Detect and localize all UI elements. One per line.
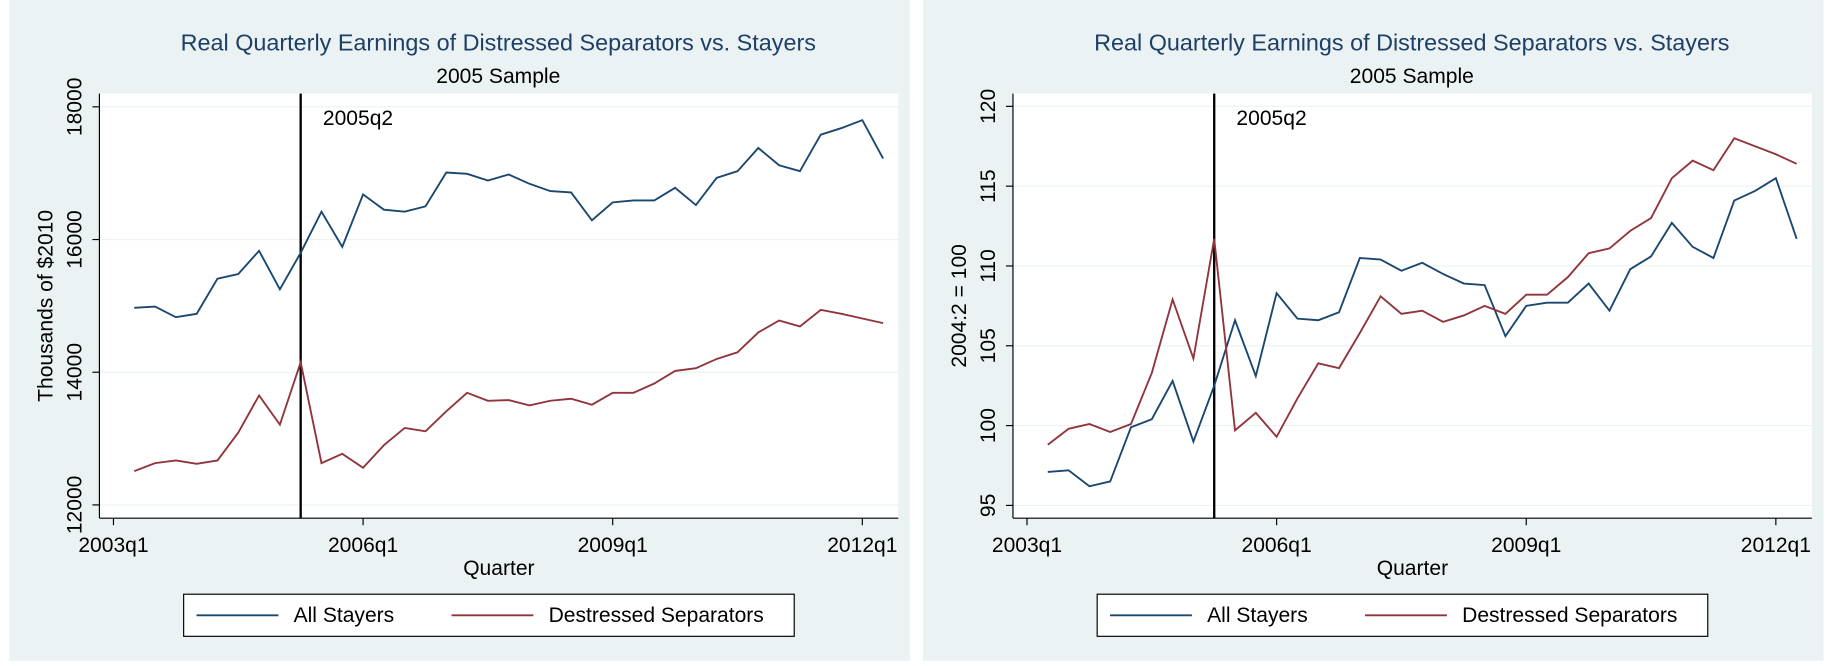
- x-tick-label: 2012q1: [1741, 534, 1811, 557]
- legend-label: All Stayers: [294, 604, 395, 627]
- chart-subtitle: 2005 Sample: [436, 65, 560, 88]
- annotation: 2005q2: [1236, 107, 1306, 130]
- series-line: [1047, 137, 1798, 446]
- legend: All Stayers Destressed Separators: [183, 593, 795, 637]
- y-tick-label: 12000: [64, 476, 87, 535]
- x-tick-label: 2003q1: [78, 534, 148, 557]
- x-axis-label: Quarter: [463, 557, 534, 580]
- series-line: [134, 118, 884, 319]
- y-tick-label: 100: [977, 408, 1000, 443]
- panel: Real Quarterly Earnings of Distressed Se…: [9, 0, 911, 661]
- y-tick-label: 16000: [64, 210, 87, 269]
- y-tick-label: 115: [977, 169, 1000, 203]
- plot-area: [1012, 93, 1812, 519]
- x-tick-label: 2003q1: [992, 534, 1062, 557]
- y-tick-label: 14000: [64, 343, 87, 402]
- legend-label: All Stayers: [1207, 604, 1308, 627]
- series-line: [133, 308, 884, 472]
- y-tick-label: 110: [977, 249, 1000, 283]
- y-tick-label: 18000: [64, 78, 87, 137]
- y-tick-label: 120: [977, 89, 1000, 124]
- x-tick-label: 2009q1: [578, 534, 648, 557]
- legend-label: Destressed Separators: [549, 604, 764, 627]
- y-axis-label: 2004:2 = 100: [948, 244, 971, 367]
- chart-title: Real Quarterly Earnings of Distressed Se…: [181, 30, 816, 56]
- chart-subtitle: 2005 Sample: [1350, 65, 1474, 88]
- annotation: 2005q2: [323, 107, 393, 130]
- y-axis-label: Thousands of $2010: [34, 210, 57, 402]
- series-line: [1047, 176, 1798, 488]
- x-tick-label: 2006q1: [328, 534, 398, 557]
- figure-body: Real Quarterly Earnings of Distressed Se…: [9, 0, 1824, 661]
- plot-area: [99, 93, 899, 519]
- chart-title: Real Quarterly Earnings of Distressed Se…: [1094, 30, 1729, 56]
- legend: All Stayers Destressed Separators: [1096, 593, 1709, 637]
- panel: Real Quarterly Earnings of Distressed Se…: [922, 0, 1824, 661]
- legend-label: Destressed Separators: [1462, 604, 1677, 627]
- x-tick-label: 2006q1: [1241, 534, 1311, 557]
- x-axis-label: Quarter: [1377, 557, 1448, 580]
- x-tick-label: 2009q1: [1491, 534, 1561, 557]
- x-tick-label: 2012q1: [827, 534, 897, 557]
- y-tick-label: 105: [977, 328, 1000, 363]
- y-tick-label: 95: [977, 494, 1000, 517]
